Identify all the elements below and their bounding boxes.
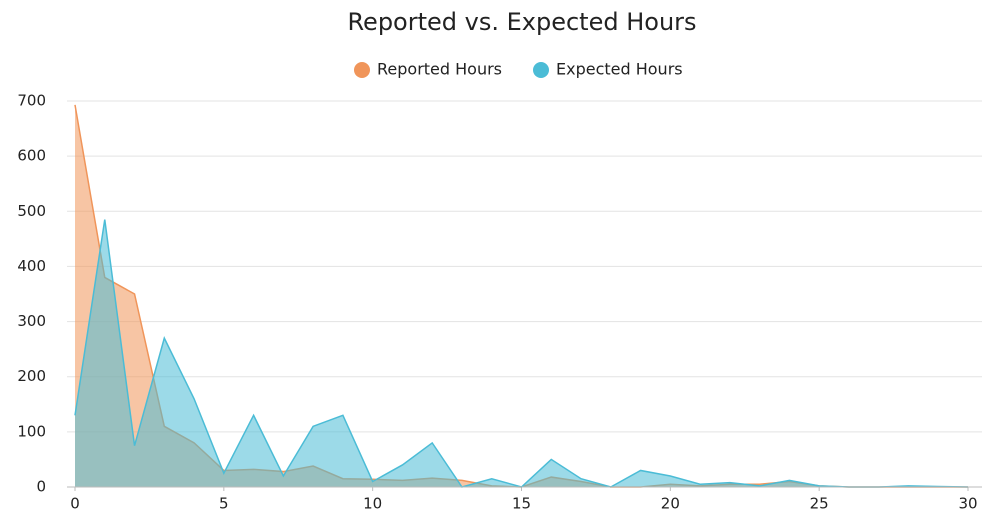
x-tick-label: 15 — [512, 495, 531, 513]
line — [74, 104, 968, 488]
legend-marker — [533, 62, 549, 78]
y-tick-label: 700 — [17, 92, 46, 110]
y-tick-label: 200 — [17, 367, 46, 385]
y-tick-label: 0 — [36, 478, 46, 496]
x-tick-label: 20 — [661, 495, 680, 513]
y-tick-label: 300 — [17, 312, 46, 330]
x-tick-label: 10 — [363, 495, 382, 513]
y-tick-label: 100 — [17, 422, 46, 440]
x-tick-label: 25 — [810, 495, 829, 513]
y-tick-label: 600 — [17, 147, 46, 165]
x-tick-label: 30 — [958, 495, 977, 513]
y-tick-label: 400 — [17, 257, 46, 275]
y-tick-label: 500 — [17, 202, 46, 220]
chart-title: Reported vs. Expected Hours — [347, 8, 696, 36]
legend-label: Expected Hours — [556, 60, 683, 79]
legend-label: Reported Hours — [377, 60, 502, 79]
x-tick-label: 5 — [219, 495, 229, 513]
legend-marker — [354, 62, 370, 78]
area — [75, 104, 968, 488]
area — [75, 219, 968, 488]
x-tick-label: 0 — [70, 495, 80, 513]
